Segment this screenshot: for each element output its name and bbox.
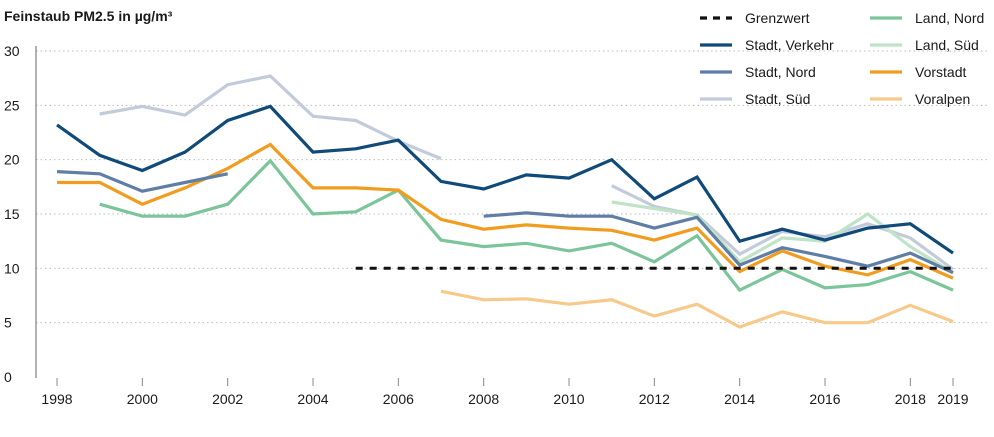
x-tick-label: 2004 <box>297 391 328 407</box>
legend-label: Voralpen <box>915 91 970 107</box>
x-tick-label: 2010 <box>553 391 584 407</box>
x-tick-label: 2002 <box>212 391 243 407</box>
y-tick-label: 25 <box>4 97 20 113</box>
y-tick-label: 5 <box>4 315 12 331</box>
legend-label: Stadt, Verkehr <box>745 37 834 53</box>
chart-title: Feinstaub PM2.5 in µg/m³ <box>4 8 173 24</box>
legend-item: Vorstadt <box>870 64 966 80</box>
x-tick-label: 1998 <box>41 391 72 407</box>
legend-item: Land, Süd <box>870 37 979 53</box>
legend-label: Stadt, Nord <box>745 64 816 80</box>
legend-item: Voralpen <box>870 91 970 107</box>
y-tick-label: 20 <box>4 152 20 168</box>
y-tick-label: 30 <box>4 43 20 59</box>
series-line <box>57 142 954 280</box>
legend-label: Land, Nord <box>915 10 984 26</box>
legend-item: Stadt, Verkehr <box>700 37 834 53</box>
x-tick-label: 2006 <box>383 391 414 407</box>
series-line <box>440 289 954 329</box>
x-tick-label: 2000 <box>127 391 158 407</box>
x-tick-label: 2014 <box>724 391 755 407</box>
series-line <box>56 104 954 255</box>
y-tick-label: 0 <box>4 369 12 385</box>
legend-label: Land, Süd <box>915 37 979 53</box>
x-tick-label: 2016 <box>809 391 840 407</box>
y-tick-label: 10 <box>4 260 20 276</box>
series-line <box>99 158 954 293</box>
x-tick-label: 2018 <box>895 391 926 407</box>
legend-item: Stadt, Süd <box>700 91 810 107</box>
legend-label: Grenzwert <box>745 10 810 26</box>
legend-item: Land, Nord <box>870 10 984 26</box>
series-line <box>56 170 954 275</box>
series-line <box>611 200 954 275</box>
legend-label: Stadt, Süd <box>745 91 810 107</box>
y-tick-label: 15 <box>4 206 20 222</box>
x-tick-label: 2019 <box>937 391 968 407</box>
legend-label: Vorstadt <box>915 64 966 80</box>
x-tick-label: 2012 <box>639 391 670 407</box>
legend-item: Stadt, Nord <box>700 64 816 80</box>
x-tick-label: 2008 <box>468 391 499 407</box>
legend-item: Grenzwert <box>700 10 810 26</box>
